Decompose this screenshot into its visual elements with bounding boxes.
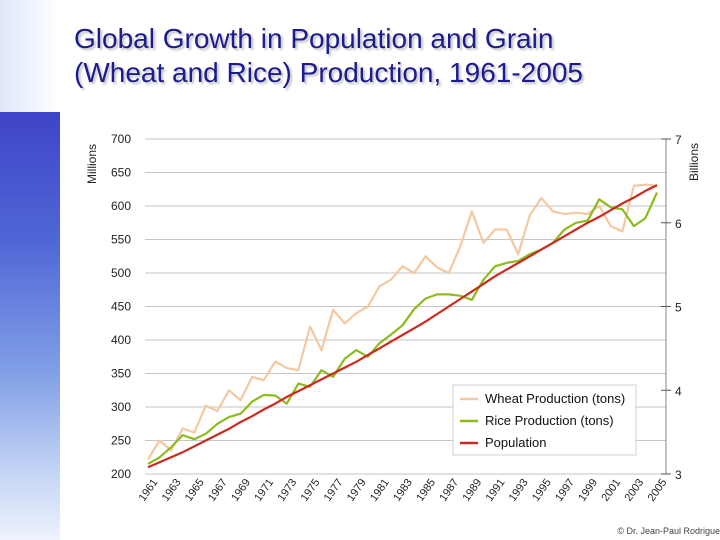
credit-text: © Dr. Jean-Paul Rodrigue — [617, 526, 720, 536]
legend-label: Wheat Production (tons) — [485, 391, 625, 406]
sidebar-top-band — [0, 0, 60, 112]
x-tick-label: 1965 — [183, 477, 207, 504]
right-tick-label: 7 — [675, 133, 682, 147]
title-line-1: Global Growth in Population and Grain — [74, 23, 554, 54]
x-tick-label: 1979 — [345, 477, 369, 504]
population-grain-chart: 200 250 300 350 400 450 500 550 600 650 700 3 4 5 6 7 Mi… — [85, 132, 701, 504]
x-tick-label: 1983 — [391, 477, 415, 504]
x-tick-label: 1987 — [437, 477, 461, 504]
y-axis-label-right: Billions — [687, 143, 701, 181]
series-line — [147, 192, 659, 465]
y-tick-label: 200 — [111, 467, 131, 481]
x-tick-label: 1997 — [553, 477, 577, 504]
x-tick-label: 1995 — [530, 477, 554, 504]
x-tick-label: 1961 — [137, 477, 161, 504]
x-tick-label: 1985 — [414, 477, 438, 504]
x-tick-label: 2005 — [646, 477, 670, 504]
x-tick-label: 1977 — [322, 477, 346, 504]
right-tick-label: 3 — [675, 468, 682, 482]
legend-label: Rice Production (tons) — [485, 413, 614, 428]
x-tick-label: 1993 — [507, 477, 531, 504]
series-line — [147, 183, 658, 460]
legend-box — [452, 384, 637, 456]
sidebar-gradient-band — [0, 112, 60, 540]
x-tick-label: 1975 — [299, 477, 323, 504]
y-axis-label-left: Millions — [85, 144, 99, 184]
y-tick-label: 300 — [111, 400, 131, 414]
y-tick-label: 550 — [111, 233, 131, 247]
legend-label: Population — [485, 435, 546, 450]
y-tick-label: 350 — [111, 367, 131, 381]
x-tick-label: 1969 — [229, 477, 253, 504]
y-tick-label: 250 — [111, 434, 131, 448]
x-tick-label: 2003 — [622, 477, 646, 504]
slide-sidebar — [0, 0, 60, 540]
x-tick-label: 1973 — [275, 477, 299, 504]
x-tick-label: 1999 — [576, 477, 600, 504]
series-line — [147, 184, 658, 469]
x-tick-label: 2001 — [599, 477, 623, 504]
y-tick-label: 500 — [111, 266, 131, 280]
right-tick-label: 6 — [675, 217, 682, 231]
right-tick-label: 4 — [675, 384, 682, 398]
x-tick-label: 1989 — [461, 477, 485, 504]
y-tick-label: 700 — [111, 132, 131, 146]
x-tick-label: 1963 — [160, 477, 184, 504]
right-tick-label: 5 — [675, 301, 682, 315]
y-tick-label: 600 — [111, 199, 131, 213]
x-tick-label: 1971 — [252, 477, 276, 504]
slide-title: Global Growth in Population and Grain (W… — [74, 22, 714, 90]
title-line-2: (Wheat and Rice) Production, 1961-2005 — [74, 57, 583, 88]
y-tick-label: 650 — [111, 166, 131, 180]
x-tick-label: 1991 — [484, 477, 508, 504]
y-tick-label: 400 — [111, 333, 131, 347]
y-tick-label: 450 — [111, 300, 131, 314]
x-tick-label: 1981 — [368, 477, 392, 504]
x-tick-label: 1967 — [206, 477, 230, 504]
